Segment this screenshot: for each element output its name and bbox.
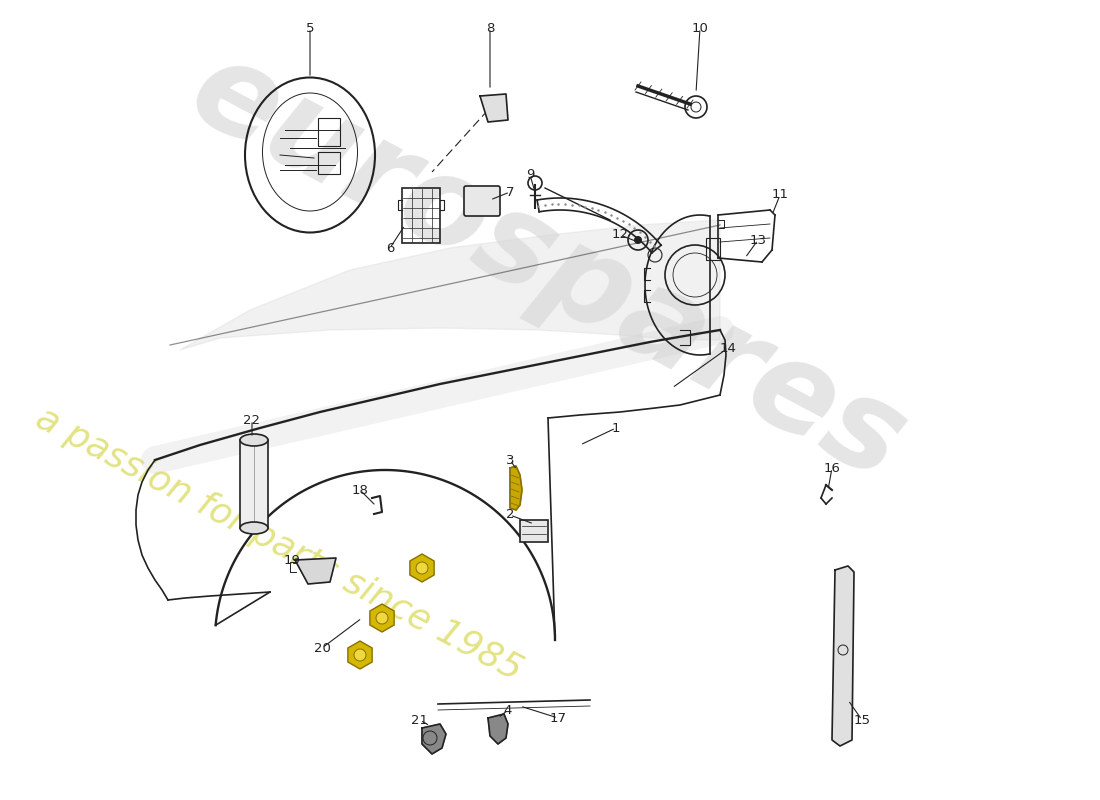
Polygon shape — [422, 724, 446, 754]
Polygon shape — [295, 558, 336, 584]
Text: 6: 6 — [386, 242, 394, 254]
Ellipse shape — [240, 522, 268, 534]
Circle shape — [354, 649, 366, 661]
Text: 13: 13 — [749, 234, 767, 246]
Text: 16: 16 — [824, 462, 840, 474]
Text: 12: 12 — [612, 229, 628, 242]
Text: 3: 3 — [506, 454, 515, 466]
Text: 19: 19 — [284, 554, 300, 566]
Ellipse shape — [240, 434, 268, 446]
Circle shape — [416, 562, 428, 574]
Text: 7: 7 — [506, 186, 515, 198]
Circle shape — [376, 612, 388, 624]
FancyBboxPatch shape — [464, 186, 500, 216]
Polygon shape — [488, 714, 508, 744]
Polygon shape — [240, 440, 268, 528]
Text: 21: 21 — [411, 714, 429, 726]
Text: 11: 11 — [771, 189, 789, 202]
Polygon shape — [348, 641, 372, 669]
Text: 14: 14 — [719, 342, 736, 354]
Polygon shape — [510, 466, 522, 510]
Polygon shape — [180, 220, 720, 350]
Text: 17: 17 — [550, 711, 566, 725]
FancyBboxPatch shape — [520, 520, 548, 542]
Text: a passion for parts since 1985: a passion for parts since 1985 — [30, 401, 528, 687]
Text: 18: 18 — [352, 483, 368, 497]
Text: 15: 15 — [854, 714, 870, 726]
Polygon shape — [370, 604, 394, 632]
Text: 2: 2 — [506, 509, 515, 522]
Text: 9: 9 — [526, 169, 535, 182]
Polygon shape — [480, 94, 508, 122]
Text: 4: 4 — [504, 703, 513, 717]
Text: eurospares: eurospares — [170, 28, 925, 506]
Text: 1: 1 — [612, 422, 620, 434]
Text: 22: 22 — [243, 414, 261, 426]
Text: 5: 5 — [306, 22, 315, 34]
Text: 10: 10 — [692, 22, 708, 34]
Circle shape — [634, 236, 642, 244]
Polygon shape — [410, 554, 435, 582]
Text: 20: 20 — [314, 642, 330, 654]
Polygon shape — [832, 566, 854, 746]
Text: 8: 8 — [486, 22, 494, 34]
